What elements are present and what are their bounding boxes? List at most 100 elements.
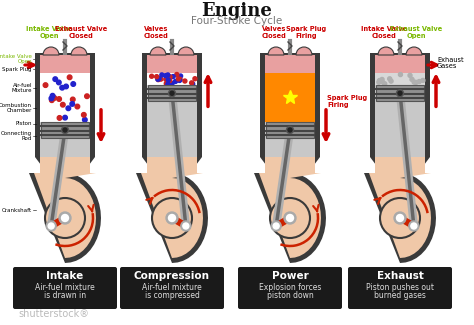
Wedge shape	[406, 47, 422, 55]
Text: Intake Valve
Closed: Intake Valve Closed	[361, 26, 407, 39]
Circle shape	[48, 223, 54, 229]
Circle shape	[70, 102, 74, 106]
Text: burned gases: burned gases	[374, 292, 426, 301]
Circle shape	[389, 79, 393, 83]
Circle shape	[57, 97, 62, 101]
Circle shape	[166, 82, 170, 86]
Text: Valves
Closed: Valves Closed	[262, 26, 286, 39]
Bar	[147, 73, 197, 157]
Bar	[265, 73, 315, 157]
Circle shape	[52, 96, 57, 100]
Text: Combustion
Chamber: Combustion Chamber	[0, 103, 32, 113]
Circle shape	[57, 116, 62, 120]
Bar	[40, 55, 90, 73]
Circle shape	[388, 77, 392, 81]
Polygon shape	[141, 157, 203, 258]
Bar	[265, 73, 315, 122]
Circle shape	[421, 78, 425, 83]
Circle shape	[178, 77, 182, 82]
Bar	[266, 122, 314, 138]
Circle shape	[59, 212, 71, 224]
Text: Spark Plug: Spark Plug	[2, 67, 32, 72]
Text: Exhaust: Exhaust	[376, 271, 423, 281]
Text: Exhaust Valve
Closed: Exhaust Valve Closed	[55, 26, 107, 39]
Text: Valves
Closed: Valves Closed	[144, 26, 168, 39]
Circle shape	[56, 80, 61, 85]
Wedge shape	[296, 47, 312, 55]
Text: Engine: Engine	[201, 2, 273, 20]
Circle shape	[181, 221, 191, 231]
Circle shape	[64, 84, 68, 89]
Polygon shape	[136, 73, 208, 263]
Circle shape	[66, 106, 71, 110]
Bar	[35, 53, 95, 73]
Circle shape	[60, 85, 64, 90]
Circle shape	[286, 126, 293, 134]
FancyBboxPatch shape	[348, 267, 452, 309]
Bar	[41, 122, 89, 138]
Text: is drawn in: is drawn in	[44, 292, 86, 301]
Circle shape	[166, 73, 170, 77]
Wedge shape	[150, 47, 166, 55]
Wedge shape	[268, 47, 284, 55]
Bar	[370, 53, 430, 73]
Polygon shape	[369, 157, 431, 258]
Text: Air-fuel mixture: Air-fuel mixture	[142, 282, 202, 292]
Circle shape	[61, 102, 65, 107]
Circle shape	[193, 77, 197, 81]
Circle shape	[75, 104, 80, 109]
Bar	[375, 55, 425, 73]
Wedge shape	[178, 47, 194, 55]
Bar	[147, 73, 197, 157]
Text: Spark Plug
Firing: Spark Plug Firing	[286, 26, 326, 39]
Wedge shape	[71, 47, 87, 55]
Polygon shape	[364, 73, 436, 263]
Circle shape	[394, 212, 406, 224]
Circle shape	[49, 96, 54, 101]
Circle shape	[166, 78, 170, 82]
Circle shape	[168, 90, 175, 97]
Text: Intake Valve
Open: Intake Valve Open	[26, 26, 72, 39]
Bar	[142, 53, 202, 73]
Text: Intake Valve
Open: Intake Valve Open	[0, 54, 32, 64]
Text: Piston pushes out: Piston pushes out	[366, 282, 434, 292]
FancyBboxPatch shape	[238, 267, 342, 309]
Circle shape	[168, 214, 175, 222]
Polygon shape	[254, 73, 326, 263]
Text: Four-Stroke Cycle: Four-Stroke Cycle	[191, 16, 283, 26]
Circle shape	[284, 212, 296, 224]
FancyBboxPatch shape	[120, 267, 224, 309]
Circle shape	[43, 83, 48, 87]
Circle shape	[380, 80, 384, 84]
Circle shape	[49, 98, 54, 102]
Circle shape	[377, 80, 381, 84]
Circle shape	[71, 82, 75, 86]
Circle shape	[50, 94, 55, 98]
Polygon shape	[29, 73, 101, 263]
Text: Exhaust
Gases: Exhaust Gases	[437, 57, 464, 70]
Circle shape	[288, 128, 292, 132]
Text: shutterstock®: shutterstock®	[18, 309, 89, 319]
Circle shape	[62, 126, 69, 134]
Text: is compressed: is compressed	[145, 292, 200, 301]
Circle shape	[166, 212, 178, 224]
Bar	[147, 73, 197, 85]
Circle shape	[271, 221, 281, 231]
Circle shape	[164, 82, 168, 85]
Bar	[376, 85, 424, 101]
Circle shape	[160, 73, 164, 77]
FancyBboxPatch shape	[13, 267, 117, 309]
Circle shape	[159, 77, 163, 81]
Circle shape	[53, 77, 57, 82]
Circle shape	[380, 77, 384, 82]
Circle shape	[46, 221, 56, 231]
Circle shape	[380, 198, 420, 238]
Text: Exhaust Valve
Open: Exhaust Valve Open	[390, 26, 442, 39]
Circle shape	[164, 74, 168, 78]
Circle shape	[398, 91, 402, 95]
Circle shape	[383, 82, 387, 86]
Circle shape	[62, 214, 69, 222]
Circle shape	[183, 79, 187, 83]
Circle shape	[152, 198, 192, 238]
Circle shape	[164, 77, 168, 81]
